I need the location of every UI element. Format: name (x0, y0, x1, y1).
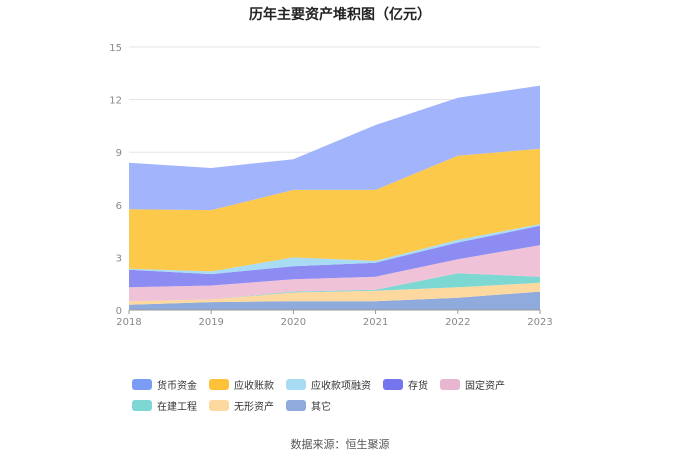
data-source-note: 数据来源：恒生聚源 (290, 438, 390, 451)
legend-label: 货币资金 (157, 380, 197, 392)
legend-item[interactable]: 无形资产 (209, 398, 274, 413)
legend-swatch (383, 378, 403, 390)
area-series (129, 148, 540, 272)
legend-item[interactable]: 固定资产 (440, 377, 505, 392)
area-series (129, 224, 540, 275)
legend-item[interactable]: 应收账款 (209, 377, 274, 392)
chart-legend: 货币资金 应收账款 应收款项融资 存货 固定资产在建工程 无形资产 其它 (132, 377, 572, 413)
y-tick-label: 9 (116, 148, 122, 159)
area-series (129, 282, 540, 305)
legend-swatch (132, 399, 152, 411)
chart-title: 历年主要资产堆积图（亿元） (249, 7, 431, 23)
legend-swatch (440, 378, 460, 390)
legend-swatch (209, 378, 229, 390)
area-layer (129, 85, 540, 310)
y-tick-label: 6 (116, 201, 122, 212)
area-series (129, 245, 540, 302)
area-series (129, 225, 540, 288)
legend-swatch (209, 399, 229, 411)
legend-label: 无形资产 (234, 401, 274, 413)
area-series (129, 273, 540, 302)
legend-item[interactable]: 应收款项融资 (286, 377, 371, 392)
legend-label: 在建工程 (157, 401, 197, 413)
y-tick-label: 3 (116, 253, 122, 264)
legend-item[interactable]: 存货 (383, 377, 428, 392)
legend-label: 应收账款 (234, 380, 274, 392)
legend-swatch (132, 378, 152, 390)
x-tick-label: 2021 (363, 317, 388, 328)
legend-swatch (286, 378, 306, 390)
x-tick-label: 2022 (445, 317, 470, 328)
y-tick-label: 0 (116, 306, 122, 317)
legend-label: 应收款项融资 (311, 380, 371, 392)
area-series (129, 291, 540, 310)
legend-swatch (286, 399, 306, 411)
legend-item[interactable]: 在建工程 (132, 398, 197, 413)
x-tick-label: 2023 (527, 317, 552, 328)
area-series (129, 85, 540, 211)
x-tick-label: 2018 (116, 317, 141, 328)
y-tick-label: 15 (109, 43, 122, 54)
axis-layer: 0 3 6 9 12 15 2018 2019 2020 2021 2022 2023 (109, 43, 552, 328)
legend-item[interactable]: 货币资金 (132, 377, 197, 392)
y-tick-label: 12 (109, 96, 122, 107)
stacked-area-chart: 0 3 6 9 12 15 2018 2019 2020 2021 2022 2023 (109, 43, 552, 328)
legend-label: 固定资产 (465, 380, 505, 392)
legend-label: 其它 (311, 401, 331, 413)
legend-item[interactable]: 其它 (286, 398, 331, 413)
x-tick-label: 2020 (281, 317, 306, 328)
legend-label: 存货 (408, 380, 428, 392)
x-tick-label: 2019 (198, 317, 223, 328)
